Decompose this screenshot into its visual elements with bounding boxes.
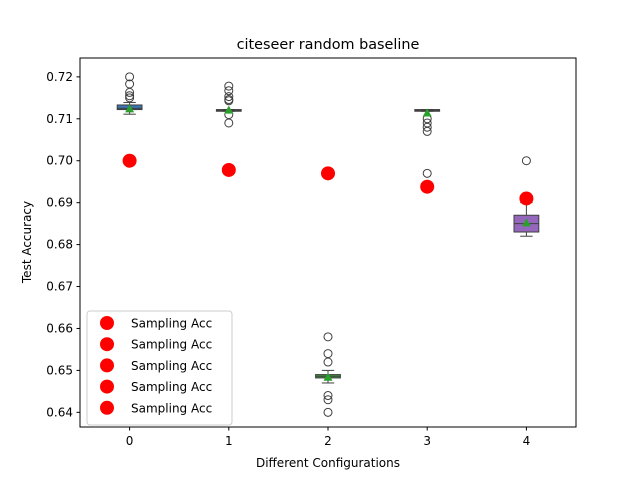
x-tick-label: 1 xyxy=(225,434,233,448)
y-tick-label: 0.68 xyxy=(46,238,73,252)
legend-marker xyxy=(100,379,114,394)
y-tick-label: 0.70 xyxy=(46,154,73,168)
x-tick-label: 0 xyxy=(126,434,134,448)
legend-label: Sampling Acc xyxy=(131,401,212,415)
legend: Sampling Acc Sampling Acc Sampling Acc Samp… xyxy=(86,310,233,426)
legend-marker xyxy=(100,337,114,352)
sampling-acc-point xyxy=(221,162,236,177)
outlier-point xyxy=(224,92,234,102)
x-axis-label: Different Configurations xyxy=(256,456,400,470)
legend-marker xyxy=(100,358,114,373)
outlier-point xyxy=(323,391,333,401)
outlier-point xyxy=(125,93,135,103)
legend-label: Sampling Acc xyxy=(131,338,212,352)
legend-marker xyxy=(100,400,114,415)
y-axis-label: Test Accuracy xyxy=(20,201,34,284)
y-tick-label: 0.69 xyxy=(46,196,73,210)
outlier-point xyxy=(323,357,333,367)
outlier-point xyxy=(422,126,432,136)
outlier-point xyxy=(125,91,135,101)
sampling-acc-point xyxy=(321,166,335,181)
outlier-point xyxy=(323,407,333,417)
plot-area xyxy=(116,72,540,417)
sampling-acc-point xyxy=(122,153,137,168)
legend-label: Sampling Acc xyxy=(131,359,212,373)
legend-frame xyxy=(86,310,233,426)
outlier-point xyxy=(224,81,234,91)
sampling-acc-point xyxy=(420,179,435,194)
y-tick-label: 0.67 xyxy=(46,280,73,294)
y-tick-label: 0.66 xyxy=(46,321,73,335)
outlier-point xyxy=(422,122,432,132)
box-group-1 xyxy=(215,81,242,128)
legend-label: Sampling Acc xyxy=(131,317,212,331)
mean-marker xyxy=(521,218,531,227)
outlier-point xyxy=(224,118,234,128)
legend-label: Sampling Acc xyxy=(131,380,212,394)
box-group-0 xyxy=(116,72,143,115)
mean-marker xyxy=(422,108,432,117)
mean-marker xyxy=(125,104,135,113)
mean-marker xyxy=(323,372,333,381)
chart-title: citeseer random baseline xyxy=(237,37,420,53)
x-tick-label: 4 xyxy=(523,434,531,448)
y-tick-label: 0.71 xyxy=(46,112,73,126)
sampling-acc-point xyxy=(519,191,534,206)
y-tick-label: 0.64 xyxy=(46,405,73,419)
outlier-point xyxy=(323,395,333,405)
y-tick-label: 0.72 xyxy=(46,70,73,84)
outlier-point xyxy=(125,72,135,82)
outlier-point xyxy=(323,332,333,342)
outlier-point xyxy=(125,87,135,97)
legend-marker xyxy=(100,316,114,330)
box-group-3 xyxy=(414,108,441,178)
outlier-point xyxy=(422,168,432,178)
mean-marker xyxy=(224,105,234,114)
x-tick-label: 2 xyxy=(324,434,332,448)
outlier-point xyxy=(521,156,531,166)
outlier-point xyxy=(224,86,234,96)
axes: 0.64 0.65 0.66 0.67 0.68 0.69 0.70 0.71 0.72 0 1 2 3… xyxy=(46,57,577,448)
x-tick-label: 3 xyxy=(423,434,431,448)
y-tick-label: 0.65 xyxy=(46,363,73,377)
box-group-2 xyxy=(315,332,341,417)
outlier-point xyxy=(224,96,234,106)
